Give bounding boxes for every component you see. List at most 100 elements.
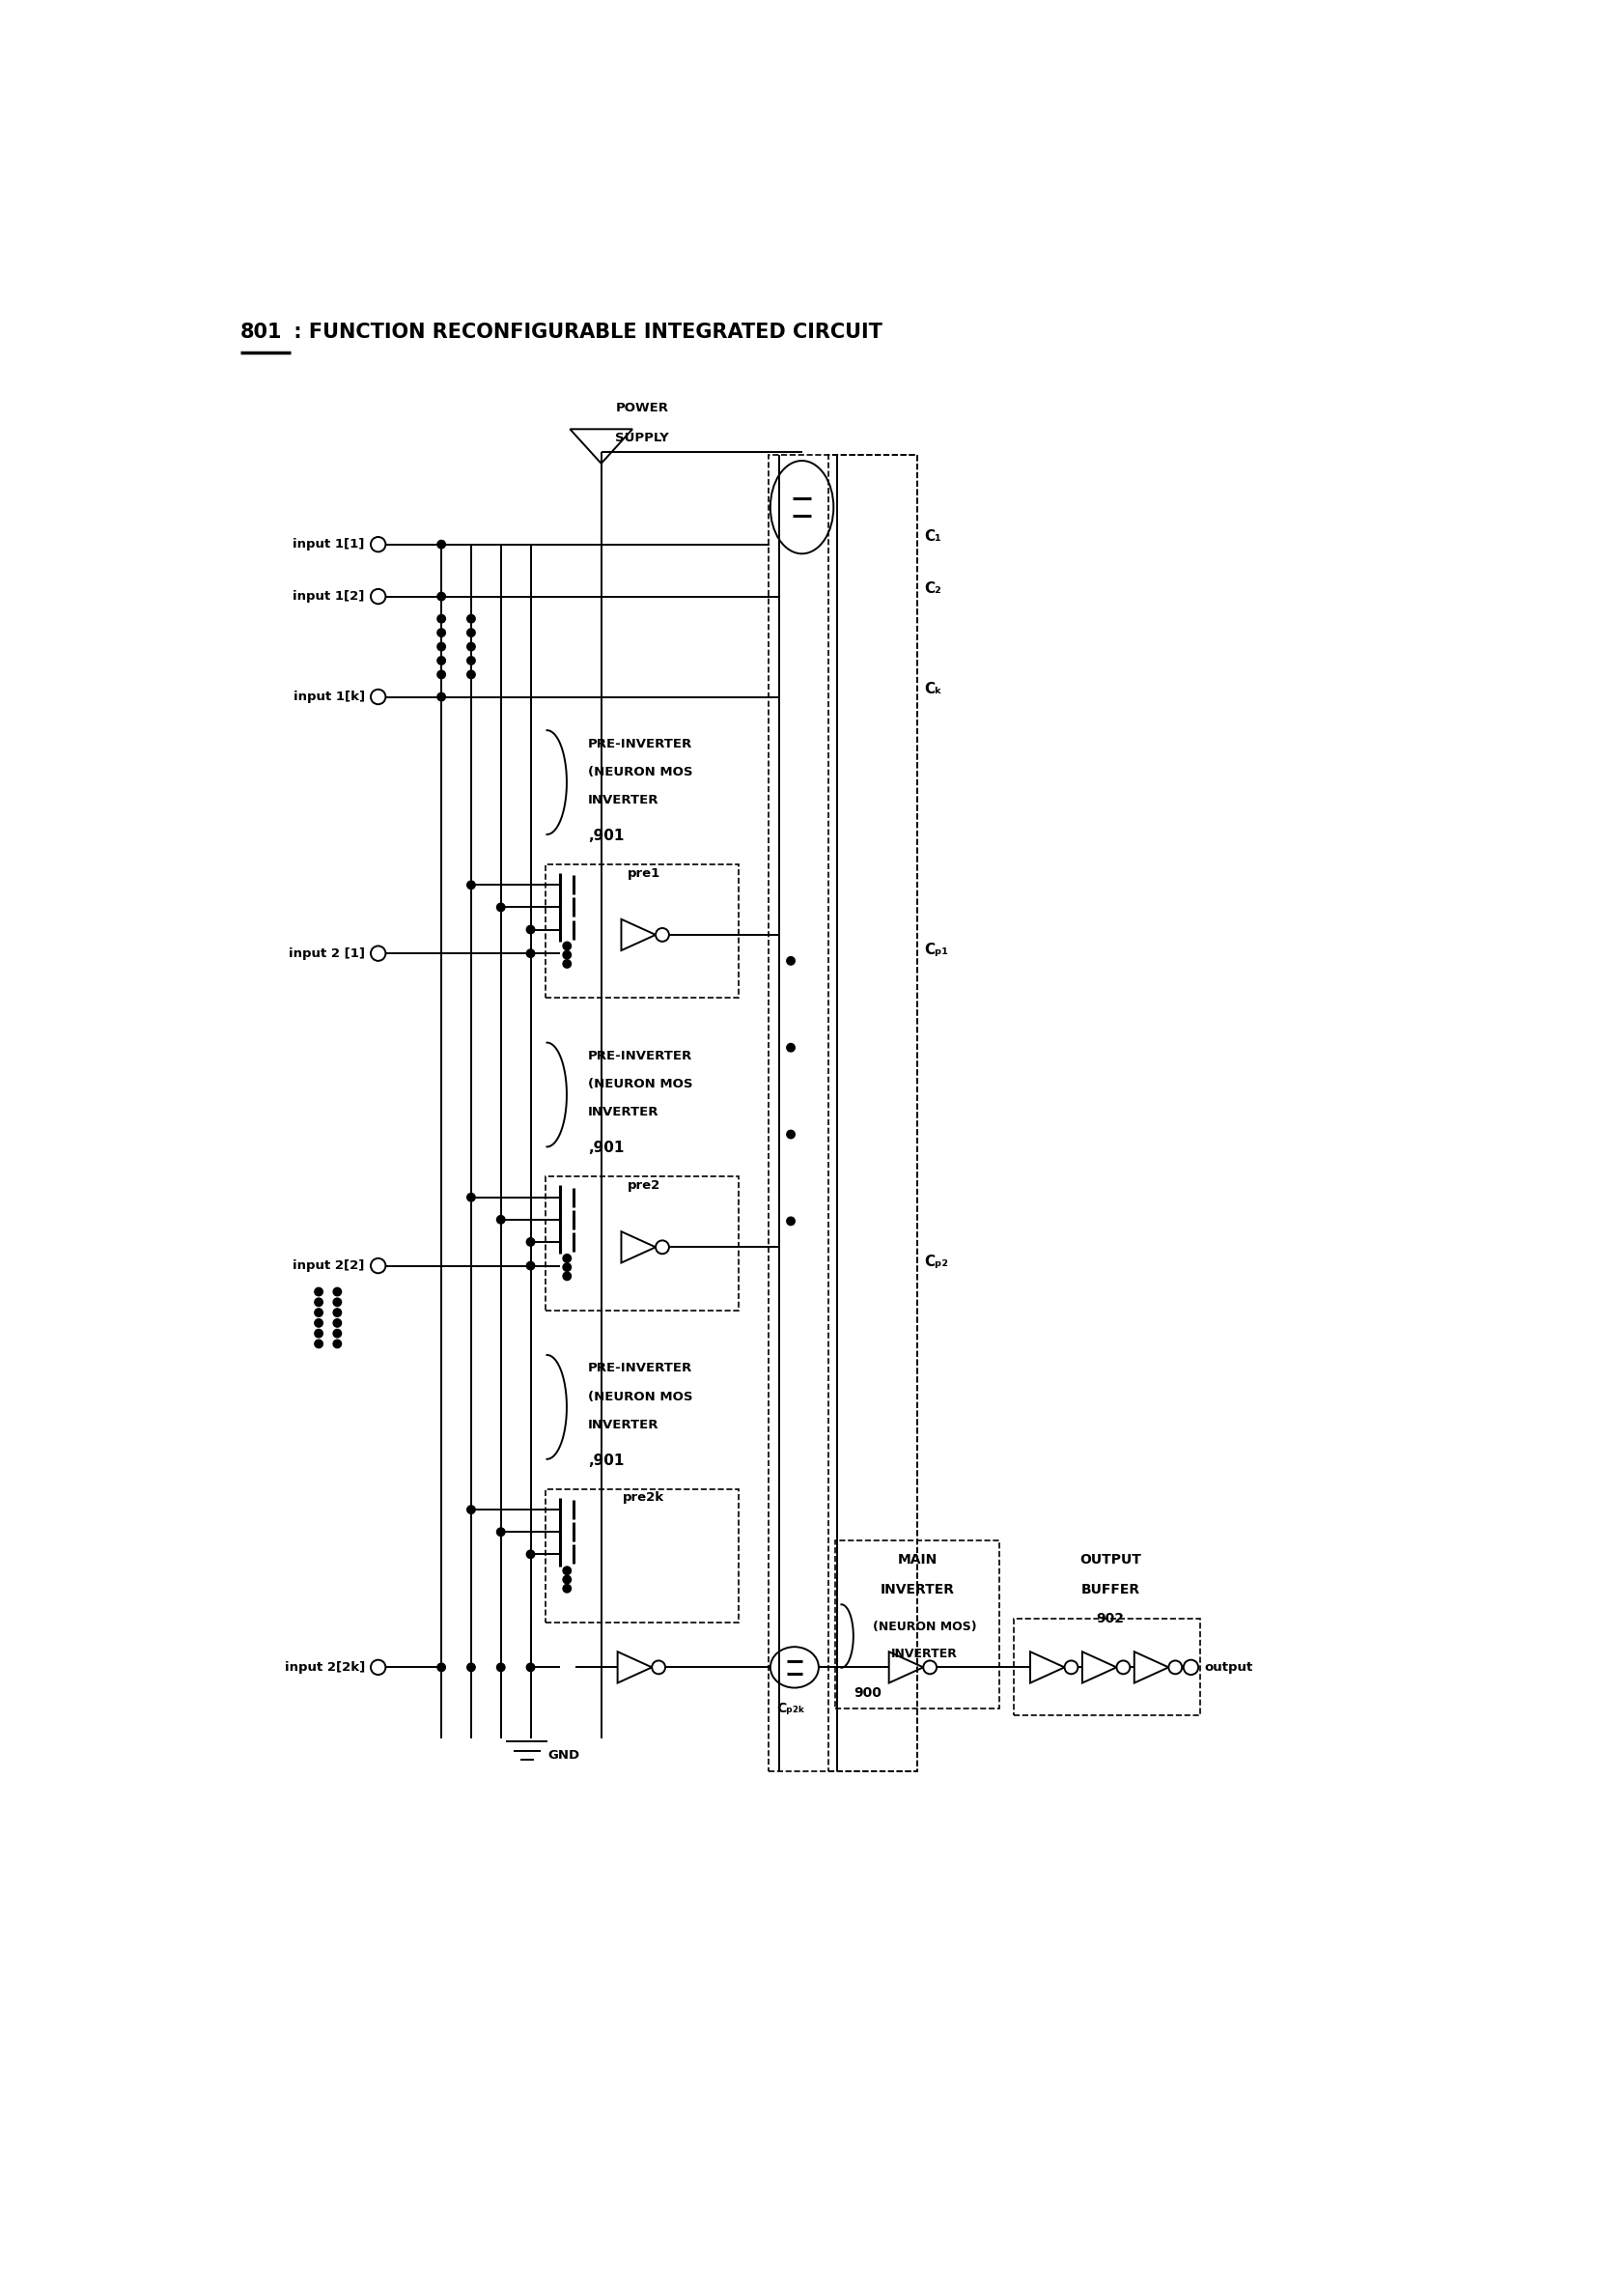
Circle shape [437, 670, 445, 679]
Circle shape [654, 929, 669, 942]
Circle shape [562, 1262, 570, 1272]
Text: (NEURON MOS: (NEURON MOS [588, 766, 692, 778]
Text: BUFFER: BUFFER [1080, 1583, 1140, 1596]
Text: input 1[1]: input 1[1] [292, 537, 364, 551]
Circle shape [526, 1262, 534, 1269]
Text: input 1[k]: input 1[k] [292, 691, 364, 702]
Circle shape [315, 1308, 323, 1317]
Circle shape [437, 592, 445, 601]
Circle shape [786, 956, 794, 965]
Text: ,901: ,901 [588, 1452, 624, 1468]
Circle shape [315, 1329, 323, 1338]
Text: (NEURON MOS: (NEURON MOS [588, 1077, 692, 1091]
Circle shape [315, 1340, 323, 1347]
Text: GND: GND [547, 1750, 580, 1761]
Circle shape [437, 643, 445, 652]
Text: pre1: pre1 [627, 867, 659, 880]
Circle shape [562, 1576, 570, 1583]
Text: 900: 900 [854, 1686, 882, 1699]
Text: ,901: ,901 [588, 828, 624, 844]
Text: INVERTER: INVERTER [880, 1583, 953, 1596]
Circle shape [370, 537, 385, 551]
Text: C₂: C₂ [924, 581, 942, 597]
Circle shape [466, 615, 474, 622]
Circle shape [370, 947, 385, 961]
Text: Cₚ₂: Cₚ₂ [924, 1256, 948, 1269]
Circle shape [333, 1299, 341, 1306]
Bar [828, 455, 916, 1772]
Circle shape [333, 1320, 341, 1326]
Bar [546, 1176, 739, 1310]
Text: 902: 902 [1096, 1612, 1124, 1626]
Circle shape [1168, 1660, 1181, 1674]
Text: input 1[2]: input 1[2] [292, 590, 364, 604]
Text: PRE-INVERTER: PRE-INVERTER [588, 1050, 692, 1061]
Circle shape [526, 1237, 534, 1246]
Circle shape [651, 1660, 664, 1674]
Bar [768, 455, 916, 1772]
Text: C₁: C₁ [924, 531, 942, 544]
Circle shape [786, 1130, 794, 1139]
Circle shape [333, 1308, 341, 1317]
Circle shape [466, 643, 474, 652]
Circle shape [315, 1320, 323, 1326]
Circle shape [333, 1329, 341, 1338]
Circle shape [315, 1299, 323, 1306]
Bar [546, 1489, 739, 1624]
Text: Cₖ: Cₖ [924, 682, 942, 698]
Text: input 2[2]: input 2[2] [292, 1260, 364, 1272]
Circle shape [562, 1272, 570, 1281]
Circle shape [497, 1217, 505, 1224]
Circle shape [1064, 1660, 1077, 1674]
Text: PRE-INVERTER: PRE-INVERTER [588, 736, 692, 750]
Text: input 2 [1]: input 2 [1] [289, 947, 364, 961]
Circle shape [333, 1288, 341, 1297]
Bar [1013, 1619, 1199, 1715]
Text: input 2[2k]: input 2[2k] [284, 1660, 364, 1674]
Text: Cₚ₂ₖ: Cₚ₂ₖ [776, 1702, 804, 1715]
Circle shape [497, 903, 505, 913]
Circle shape [466, 670, 474, 679]
Circle shape [526, 926, 534, 933]
Circle shape [466, 629, 474, 636]
Circle shape [786, 1043, 794, 1052]
Text: SUPPLY: SUPPLY [615, 432, 669, 444]
Circle shape [466, 1505, 474, 1514]
Circle shape [497, 1528, 505, 1537]
Circle shape [370, 1660, 385, 1674]
Text: : FUNCTION RECONFIGURABLE INTEGRATED CIRCUIT: : FUNCTION RECONFIGURABLE INTEGRATED CIR… [286, 322, 882, 343]
Text: INVERTER: INVERTER [588, 794, 658, 807]
Circle shape [437, 693, 445, 700]
Text: (NEURON MOS): (NEURON MOS) [872, 1619, 976, 1633]
Circle shape [526, 1551, 534, 1557]
Circle shape [333, 1340, 341, 1347]
Circle shape [526, 1663, 534, 1672]
Circle shape [370, 1258, 385, 1274]
Circle shape [437, 540, 445, 549]
Circle shape [1182, 1660, 1197, 1674]
Circle shape [654, 1240, 669, 1253]
Text: output: output [1203, 1660, 1252, 1674]
Text: INVERTER: INVERTER [588, 1107, 658, 1118]
Text: pre2k: pre2k [622, 1491, 664, 1505]
Text: ,901: ,901 [588, 1141, 624, 1155]
Circle shape [437, 1663, 445, 1672]
Circle shape [315, 1288, 323, 1297]
Circle shape [466, 880, 474, 890]
Circle shape [437, 656, 445, 666]
Circle shape [437, 615, 445, 622]
Circle shape [1116, 1660, 1129, 1674]
Text: PRE-INVERTER: PRE-INVERTER [588, 1363, 692, 1374]
Circle shape [466, 1663, 474, 1672]
Circle shape [562, 1585, 570, 1592]
Bar [835, 1541, 999, 1708]
Text: 801: 801 [240, 322, 283, 343]
Text: Cₚ₁: Cₚ₁ [924, 942, 948, 956]
Text: POWER: POWER [615, 403, 667, 414]
Circle shape [370, 590, 385, 604]
Circle shape [466, 1194, 474, 1201]
Circle shape [562, 951, 570, 958]
Circle shape [497, 1663, 505, 1672]
Circle shape [466, 656, 474, 666]
Text: (NEURON MOS: (NEURON MOS [588, 1390, 692, 1402]
